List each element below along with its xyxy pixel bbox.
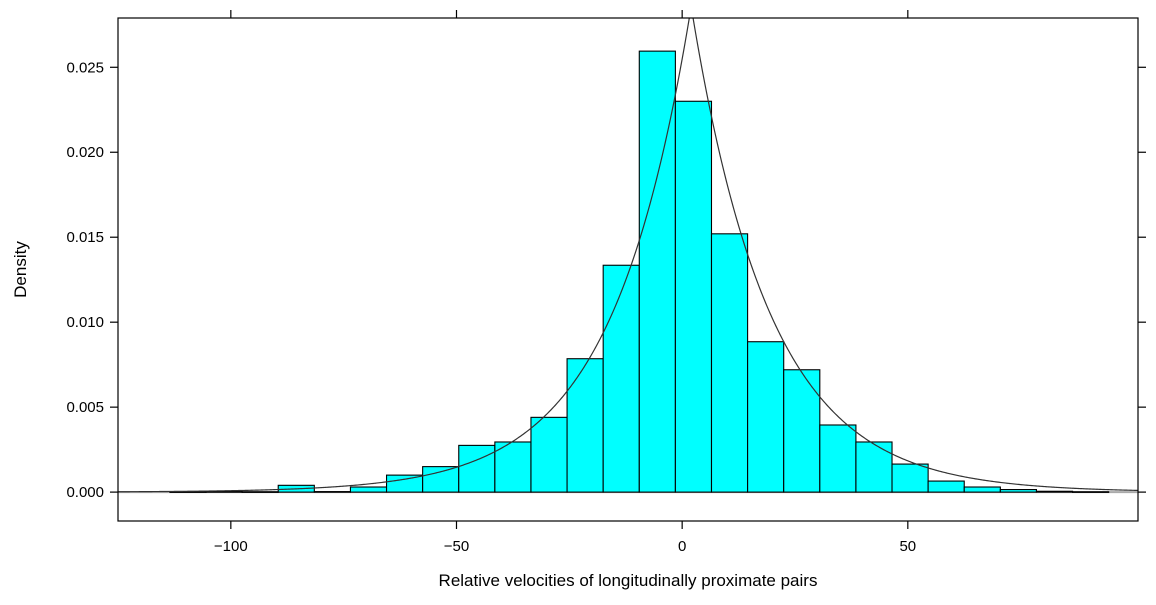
histogram-bar-9 (494, 441, 532, 493)
y-tick-label: 0.010 (66, 314, 104, 331)
histogram-bar-18 (819, 424, 857, 493)
histogram-bar-10 (530, 416, 568, 493)
x-tick-label: −100 (214, 538, 248, 555)
histogram-bar-7 (422, 466, 460, 493)
histogram-bar-13 (638, 50, 676, 493)
histogram-bar-11 (566, 358, 604, 493)
y-tick-label: 0.020 (66, 144, 104, 161)
histogram-bar-20 (891, 463, 929, 493)
density-curve (118, 18, 1138, 493)
histogram-bar-23 (999, 489, 1038, 493)
x-tick-label: −50 (444, 538, 469, 555)
histogram-bar-15 (710, 233, 749, 493)
histogram-bar-21 (927, 480, 965, 493)
x-axis-label: Relative velocities of longitudinally pr… (439, 571, 818, 590)
histogram-bar-4 (313, 491, 351, 493)
histogram-bar-5 (349, 486, 388, 493)
y-tick-label: 0.005 (66, 399, 104, 416)
histogram-bar-1 (205, 491, 243, 493)
histogram-bar-17 (783, 369, 821, 493)
density-curve-layer (118, 18, 1138, 493)
histogram-bar-25 (1072, 491, 1110, 493)
histogram-bar-24 (1035, 490, 1074, 493)
axes-layer: −100 −50 0 50 0.000 0.005 0.010 0.015 0.020 0.025 (66, 10, 1146, 555)
histogram-bar-19 (855, 441, 893, 493)
histogram-bar-12 (602, 264, 640, 493)
histogram-bar-22 (963, 486, 1001, 493)
y-axis-label: Density (11, 241, 30, 298)
y-tick-label: 0.025 (66, 59, 104, 76)
histogram-bar-2 (241, 491, 279, 493)
histogram-bar-8 (458, 444, 496, 493)
x-tick-label: 0 (678, 538, 686, 555)
y-tick-label: 0.000 (66, 484, 104, 501)
y-tick-label: 0.015 (66, 229, 104, 246)
histogram-bar-16 (747, 341, 785, 493)
plot-frame (117, 17, 1139, 522)
histogram-bar-6 (385, 474, 424, 493)
bars-layer (169, 50, 1110, 493)
x-tick-label: 50 (899, 538, 916, 555)
histogram-bar-14 (674, 100, 713, 493)
